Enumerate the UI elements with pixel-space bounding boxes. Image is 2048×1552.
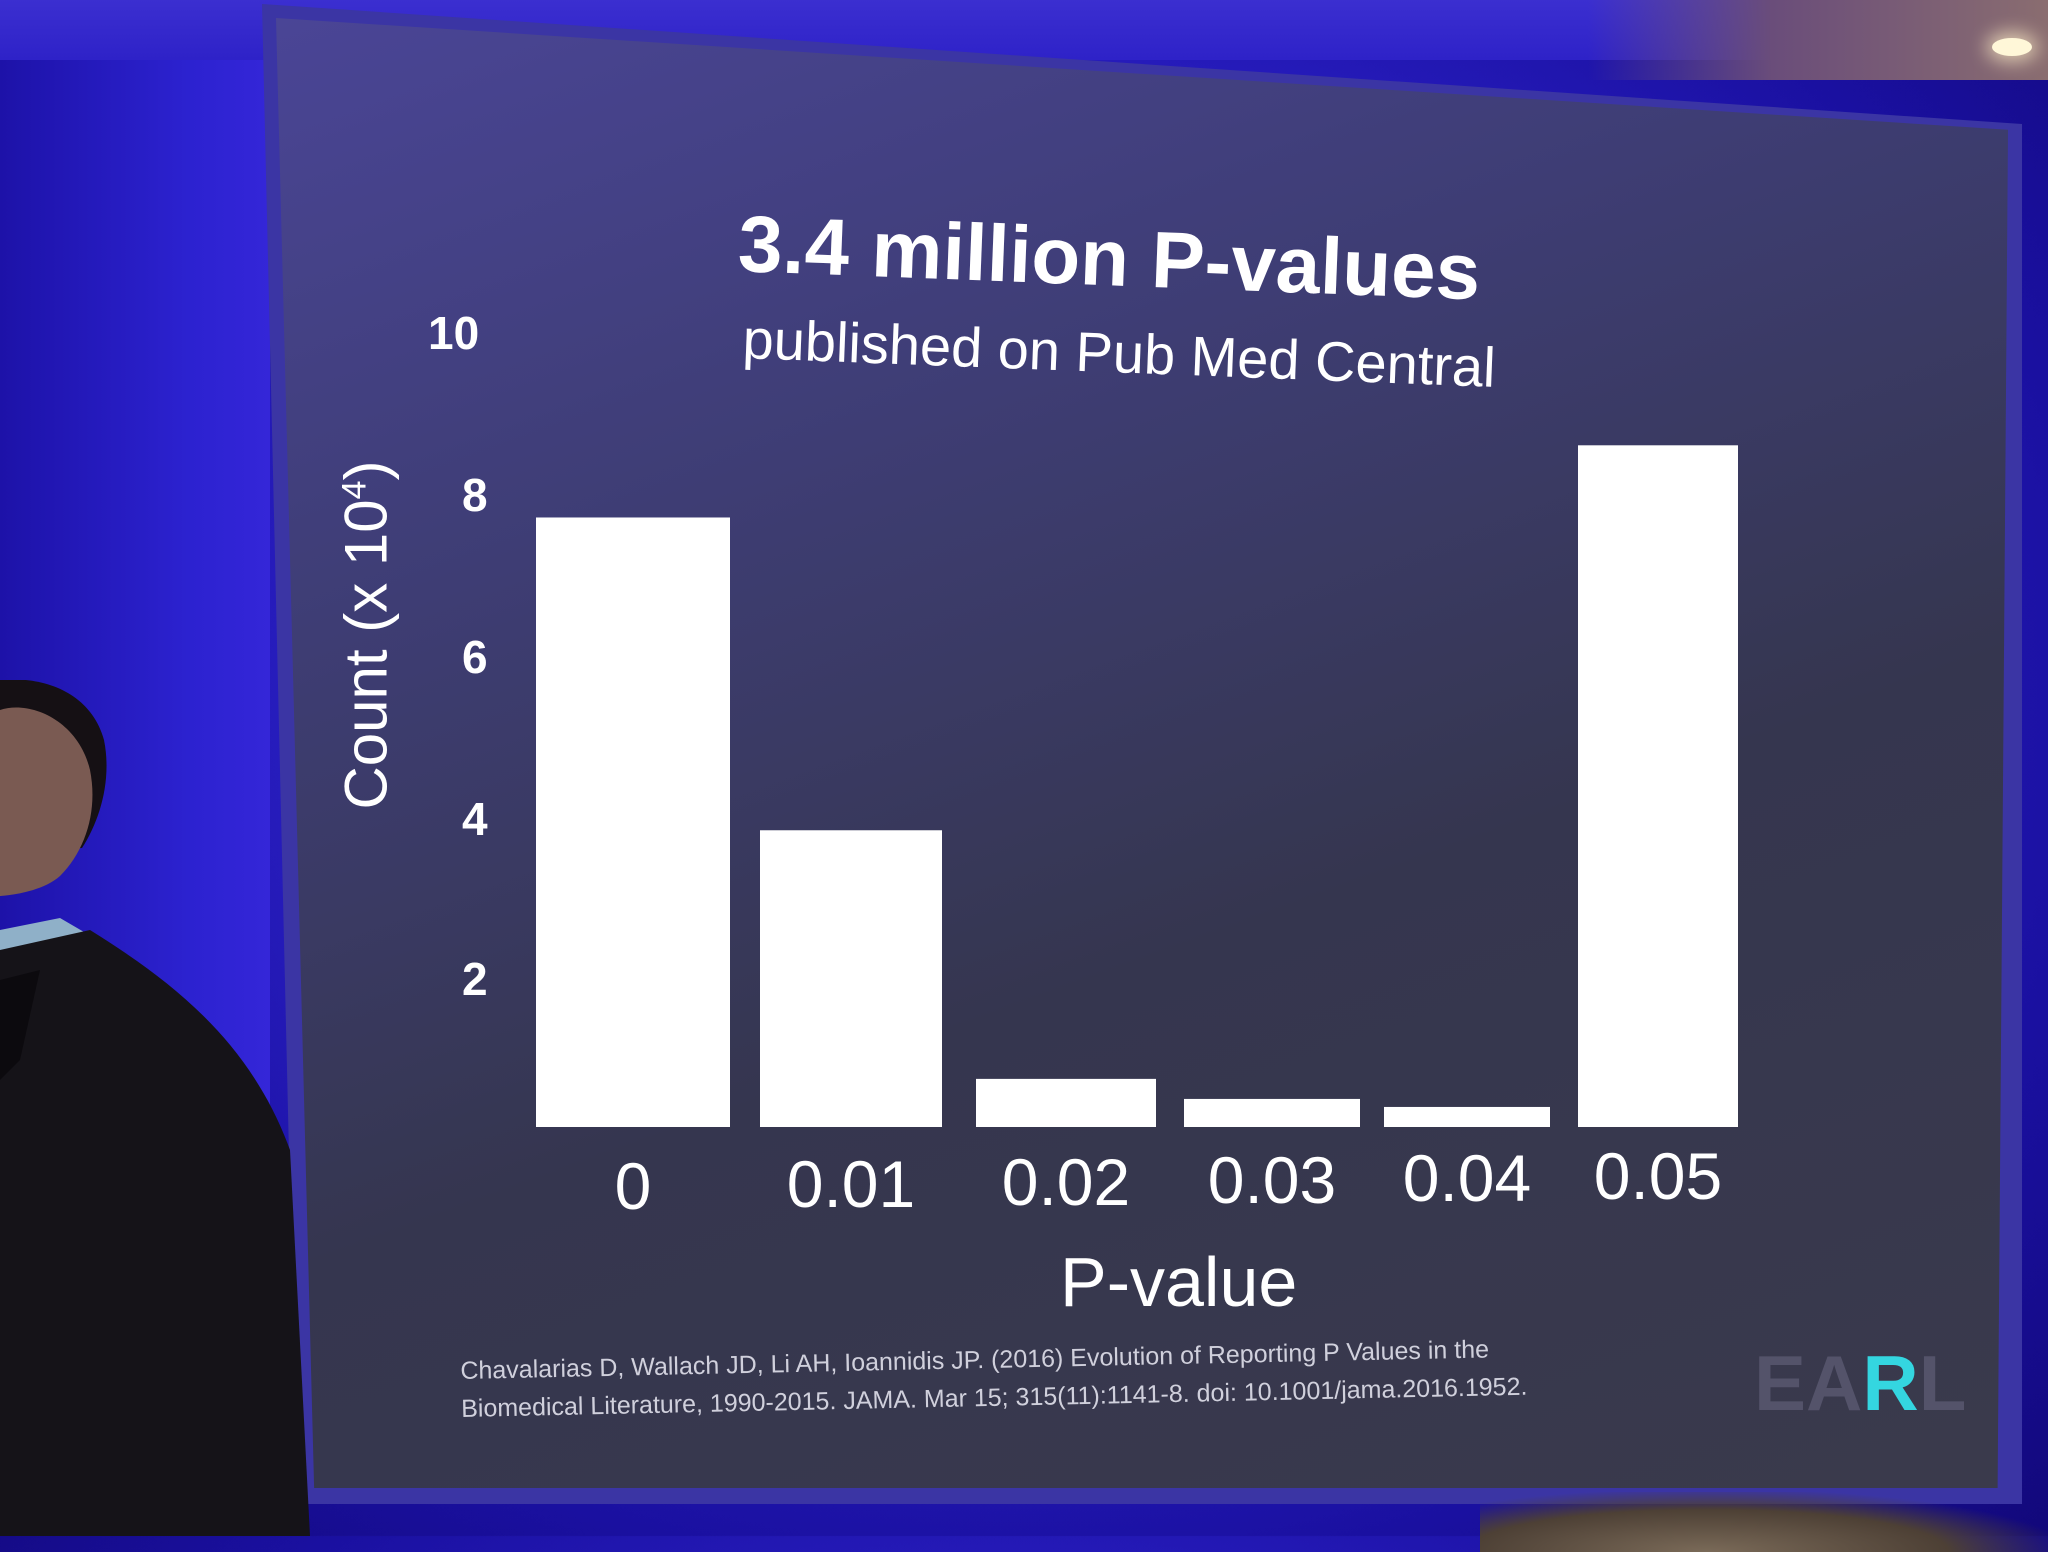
bar-0.02 [976,1078,1156,1127]
presenter-silhouette [0,680,310,1536]
x-tick-0.03: 0.03 [1207,1143,1337,1217]
audience-head [1480,1492,2048,1552]
x-tick-0.02: 0.02 [1001,1145,1131,1219]
bar-0 [536,517,730,1127]
bar-0.01 [760,830,942,1127]
y-tick-4: 4 [462,793,488,845]
earl-logo: EARL [1754,1339,1967,1427]
x-tick-0.04: 0.04 [1402,1141,1532,1215]
x-tick-0: 0 [614,1149,652,1223]
y-tick-8: 8 [462,469,488,521]
y-tick-2: 2 [462,953,488,1005]
chart-x-axis-label: P-value [1060,1243,1298,1321]
bar-0.03 [1184,1098,1360,1127]
x-tick-0.01: 0.01 [786,1147,916,1221]
bar-0.05 [1578,445,1738,1127]
ceiling-light [1992,38,2032,56]
y-tick-10: 10 [428,307,480,359]
x-tick-0.05: 0.05 [1593,1139,1723,1213]
ceiling-area [1588,0,2048,80]
y-tick-6: 6 [462,631,488,683]
bar-0.04 [1384,1106,1550,1127]
